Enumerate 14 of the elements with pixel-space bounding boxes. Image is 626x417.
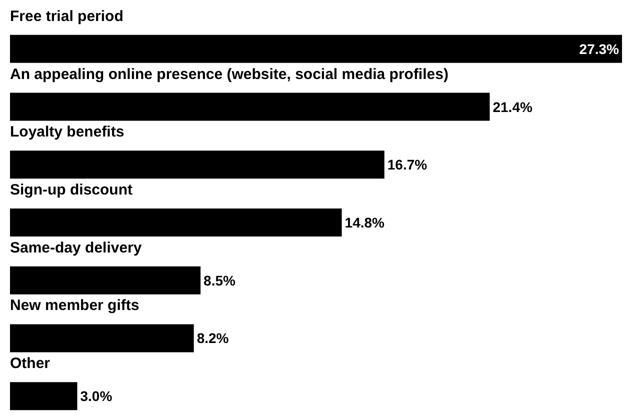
- y-tick-label: Same-day delivery: [10, 239, 142, 256]
- y-tick-label: An appealing online presence (website, social media profiles): [10, 66, 448, 83]
- data-label: 14.8%: [344, 214, 386, 230]
- data-label: 8.2%: [196, 330, 230, 346]
- data-label: 3.0%: [80, 388, 113, 404]
- y-tick-label: Loyalty benefits: [10, 124, 124, 141]
- y-tick-label: New member gifts: [10, 297, 140, 314]
- data-label: 8.5%: [204, 272, 236, 288]
- y-tick-label: Other: [10, 355, 50, 372]
- y-tick-label: Free trial period: [10, 8, 124, 25]
- data-label: 16.7%: [387, 156, 428, 173]
- data-label: 21.4%: [492, 98, 533, 115]
- y-tick-label: Sign-up discount: [10, 182, 132, 198]
- data-label: 27.3%: [579, 40, 620, 57]
